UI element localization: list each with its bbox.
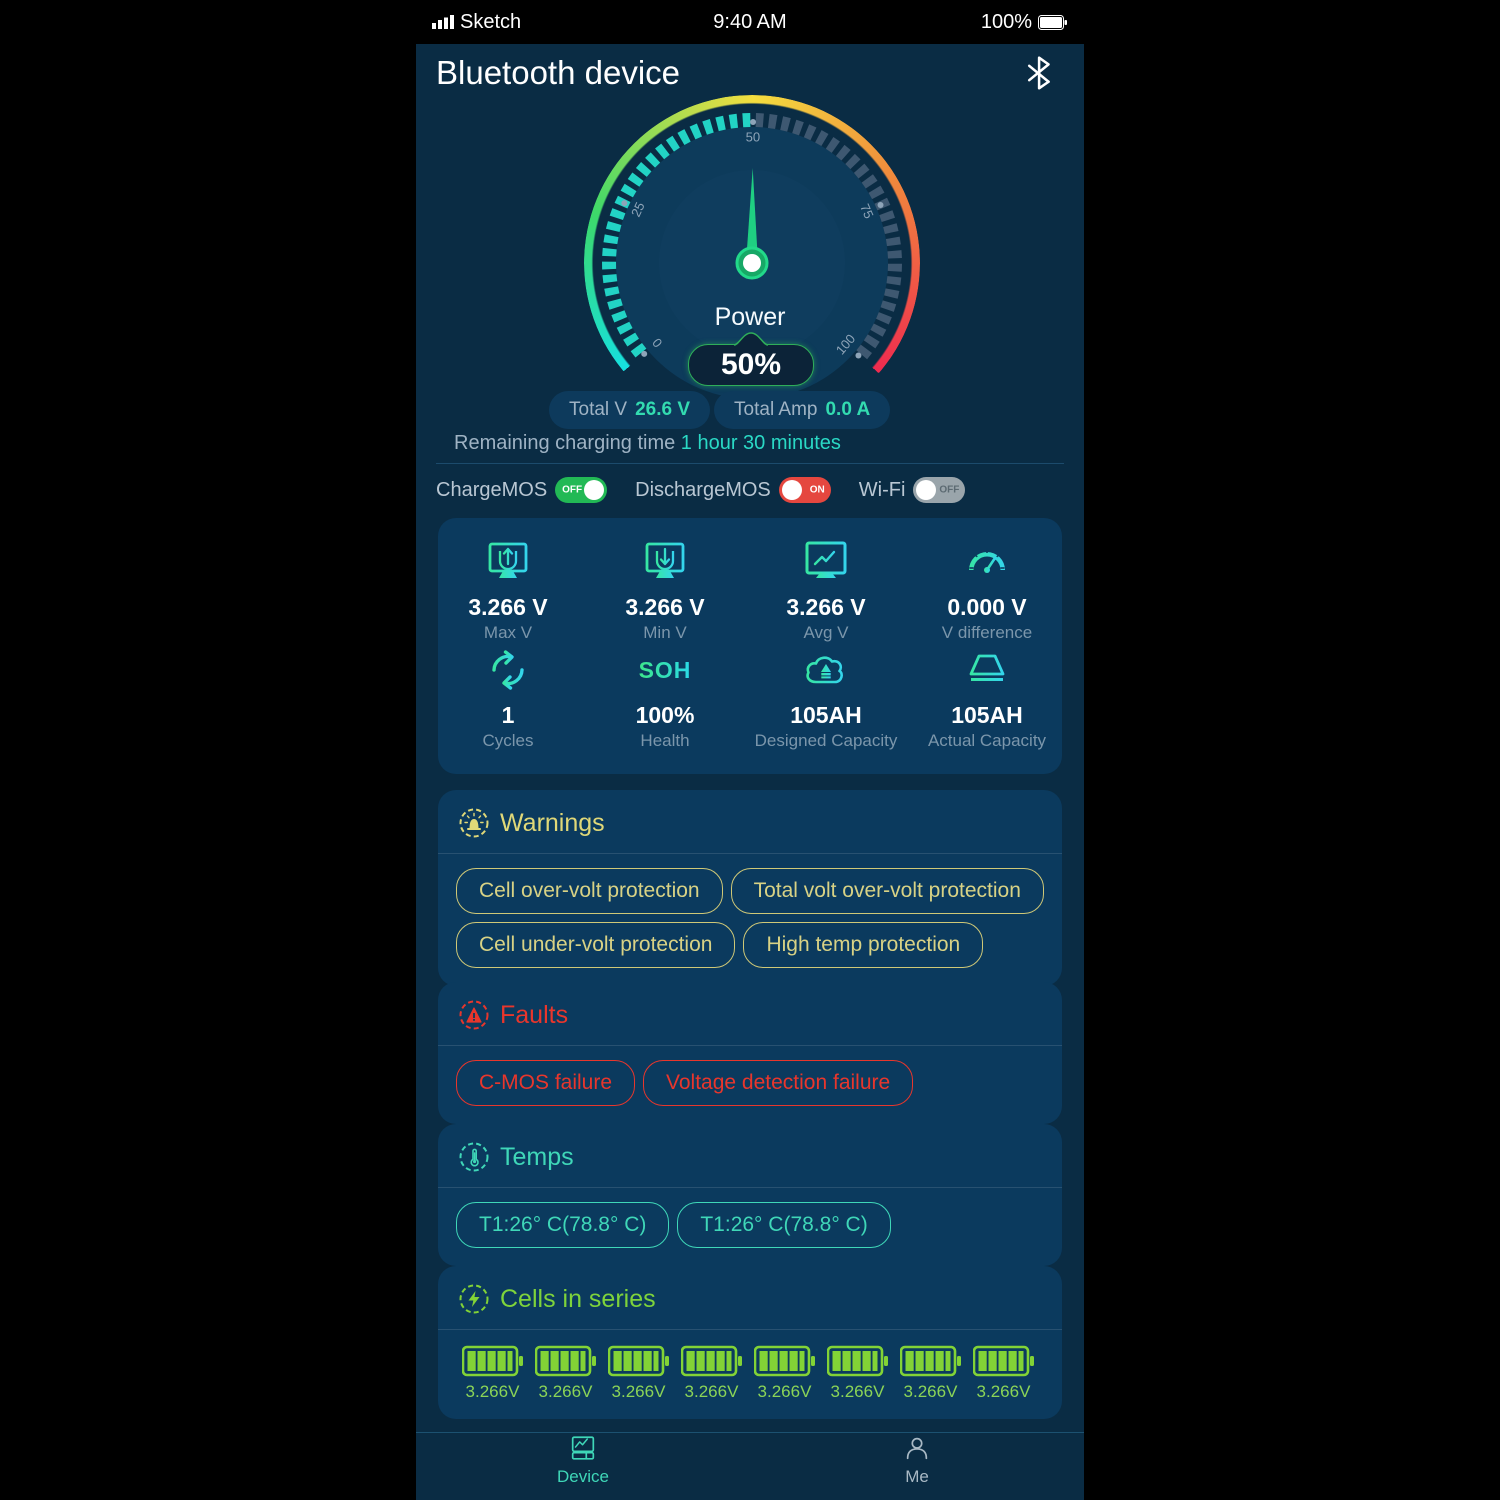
svg-text:100: 100: [833, 331, 859, 357]
svg-text:50: 50: [746, 129, 761, 144]
svg-text:25: 25: [628, 200, 648, 219]
svg-text:75: 75: [857, 201, 877, 220]
svg-text:0: 0: [649, 335, 665, 350]
